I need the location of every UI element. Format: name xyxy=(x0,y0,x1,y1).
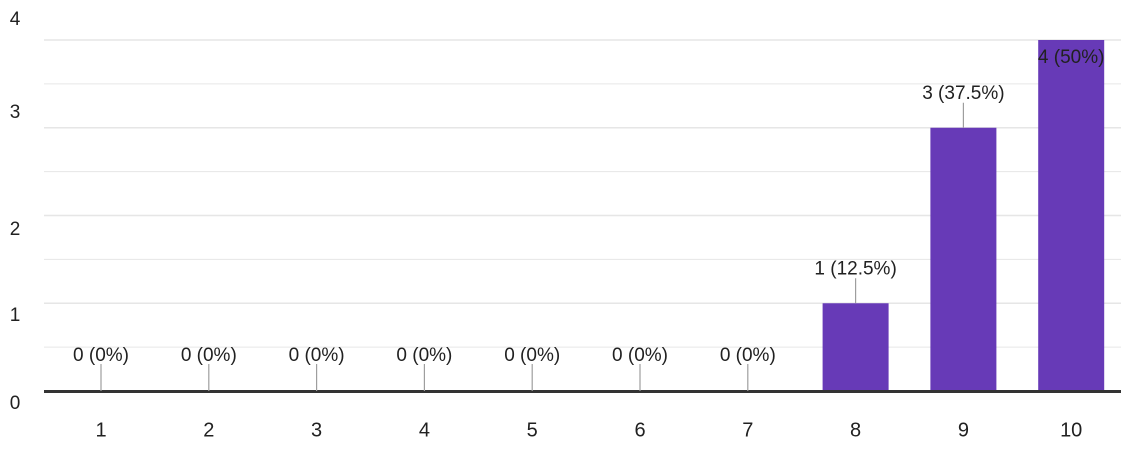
y-tick-label: 0 xyxy=(10,393,21,414)
data-label: 0 (0%) xyxy=(289,345,345,366)
y-tick-label: 4 xyxy=(10,9,21,30)
data-label: 0 (0%) xyxy=(73,345,129,366)
data-label: 0 (0%) xyxy=(504,345,560,366)
data-label: 0 (0%) xyxy=(720,345,776,366)
data-label: 3 (37.5%) xyxy=(922,83,1004,104)
bar xyxy=(1038,40,1105,391)
y-tick-label: 3 xyxy=(10,102,21,123)
x-tick-label: 2 xyxy=(203,419,214,441)
x-tick-label: 1 xyxy=(95,419,106,441)
x-tick-label: 5 xyxy=(527,419,538,441)
data-label: 0 (0%) xyxy=(396,345,452,366)
x-tick-label: 9 xyxy=(958,419,969,441)
x-tick-label: 10 xyxy=(1060,419,1082,441)
bar xyxy=(822,303,889,391)
x-tick-label: 4 xyxy=(419,419,430,441)
x-tick-label: 8 xyxy=(850,419,861,441)
x-tick-label: 3 xyxy=(311,419,322,441)
data-label: 0 (0%) xyxy=(612,345,668,366)
x-tick-label: 7 xyxy=(742,419,753,441)
y-tick-label: 1 xyxy=(10,305,21,326)
bar xyxy=(930,127,997,391)
y-tick-label: 2 xyxy=(10,219,21,240)
data-label: 0 (0%) xyxy=(181,345,237,366)
data-label: 4 (50%) xyxy=(1038,47,1105,68)
data-label: 1 (12.5%) xyxy=(814,258,896,279)
x-tick-label: 6 xyxy=(634,419,645,441)
